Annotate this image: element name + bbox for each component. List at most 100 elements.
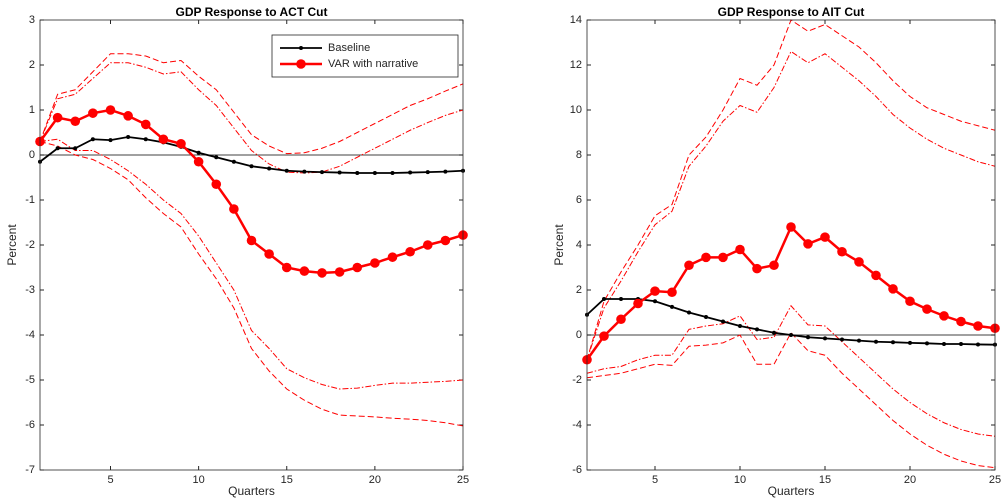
point (405, 246, 415, 257)
point (422, 240, 433, 250)
point (334, 267, 345, 277)
y-tick-label: -4 (572, 419, 582, 431)
point (176, 138, 186, 149)
point (823, 336, 827, 341)
axes-box (39, 19, 464, 471)
point (718, 252, 728, 263)
point (769, 260, 779, 271)
point (408, 170, 413, 175)
point (704, 315, 708, 319)
point (193, 156, 204, 167)
point (959, 342, 963, 346)
point (820, 232, 830, 242)
point (616, 314, 626, 325)
point (888, 284, 898, 294)
point (355, 171, 360, 175)
point (55, 146, 60, 151)
point (70, 116, 81, 127)
point (925, 341, 929, 346)
point (752, 263, 762, 274)
point (281, 262, 292, 273)
point (317, 268, 327, 278)
x-tick-label: 10 (193, 474, 205, 486)
chart-title: GDP Response to AIT Cut (718, 5, 865, 19)
y-tick-label: -3 (25, 284, 35, 296)
point (891, 340, 895, 345)
point (942, 342, 946, 346)
point (976, 342, 980, 347)
point (231, 159, 236, 164)
point (126, 135, 131, 139)
x-tick-label: 5 (652, 474, 658, 486)
point (246, 235, 257, 246)
point (123, 111, 133, 121)
x-tick-label: 15 (281, 474, 293, 486)
point (337, 170, 342, 175)
point (320, 170, 324, 175)
series-line (39, 53, 464, 155)
point (267, 166, 272, 171)
y-tick-label: 10 (570, 104, 582, 116)
x-axis-label: Quarters (228, 484, 275, 498)
y-tick-label: 14 (570, 14, 582, 26)
series-line (39, 141, 464, 427)
point (687, 310, 691, 315)
point (840, 337, 844, 342)
point (684, 260, 694, 271)
legend-label: VAR with narrative (328, 58, 418, 70)
y-tick-label: -6 (572, 464, 582, 476)
series-line (39, 138, 464, 390)
legend-box (271, 34, 459, 78)
point (738, 324, 742, 328)
x-tick-label: 20 (904, 474, 916, 486)
point (857, 338, 861, 343)
point (249, 164, 254, 169)
point (196, 150, 201, 155)
point (803, 239, 813, 249)
axes-box (586, 19, 996, 471)
point (599, 331, 609, 341)
y-axis-label: Percent (5, 224, 19, 266)
point (755, 327, 759, 332)
point (108, 138, 113, 143)
x-tick-label: 10 (734, 474, 746, 486)
point (299, 266, 310, 276)
point (854, 257, 864, 267)
plot-area (587, 20, 995, 470)
point (158, 134, 169, 145)
point (922, 304, 932, 314)
y-tick-label: -5 (25, 374, 35, 386)
chart-title: GDP Response to ACT Cut (175, 5, 327, 19)
point (701, 252, 711, 263)
y-tick-label: -7 (25, 464, 35, 476)
series-line (586, 50, 996, 360)
point (619, 297, 623, 301)
point (871, 270, 881, 281)
point (633, 298, 643, 309)
point (352, 262, 363, 273)
series-line (586, 304, 996, 437)
point (370, 258, 380, 268)
legend-label: Baseline (328, 42, 370, 54)
point (670, 304, 674, 309)
x-tick-label: 25 (989, 474, 1001, 486)
point (786, 222, 796, 232)
point (143, 137, 148, 142)
x-tick-label: 15 (819, 474, 831, 486)
point (602, 297, 606, 301)
point (284, 168, 289, 173)
y-tick-label: 3 (29, 14, 35, 26)
y-tick-label: -6 (25, 419, 35, 431)
y-tick-label: 4 (576, 239, 582, 251)
point (90, 137, 95, 142)
point (650, 286, 660, 296)
y-axis-label: Percent (552, 224, 566, 266)
y-tick-label: 6 (576, 194, 582, 206)
y-tick-label: 8 (576, 149, 582, 161)
point (806, 335, 810, 340)
y-tick-label: -1 (25, 194, 35, 206)
point (908, 340, 912, 345)
point (372, 171, 377, 175)
point (772, 330, 776, 335)
y-tick-label: 0 (576, 329, 582, 341)
